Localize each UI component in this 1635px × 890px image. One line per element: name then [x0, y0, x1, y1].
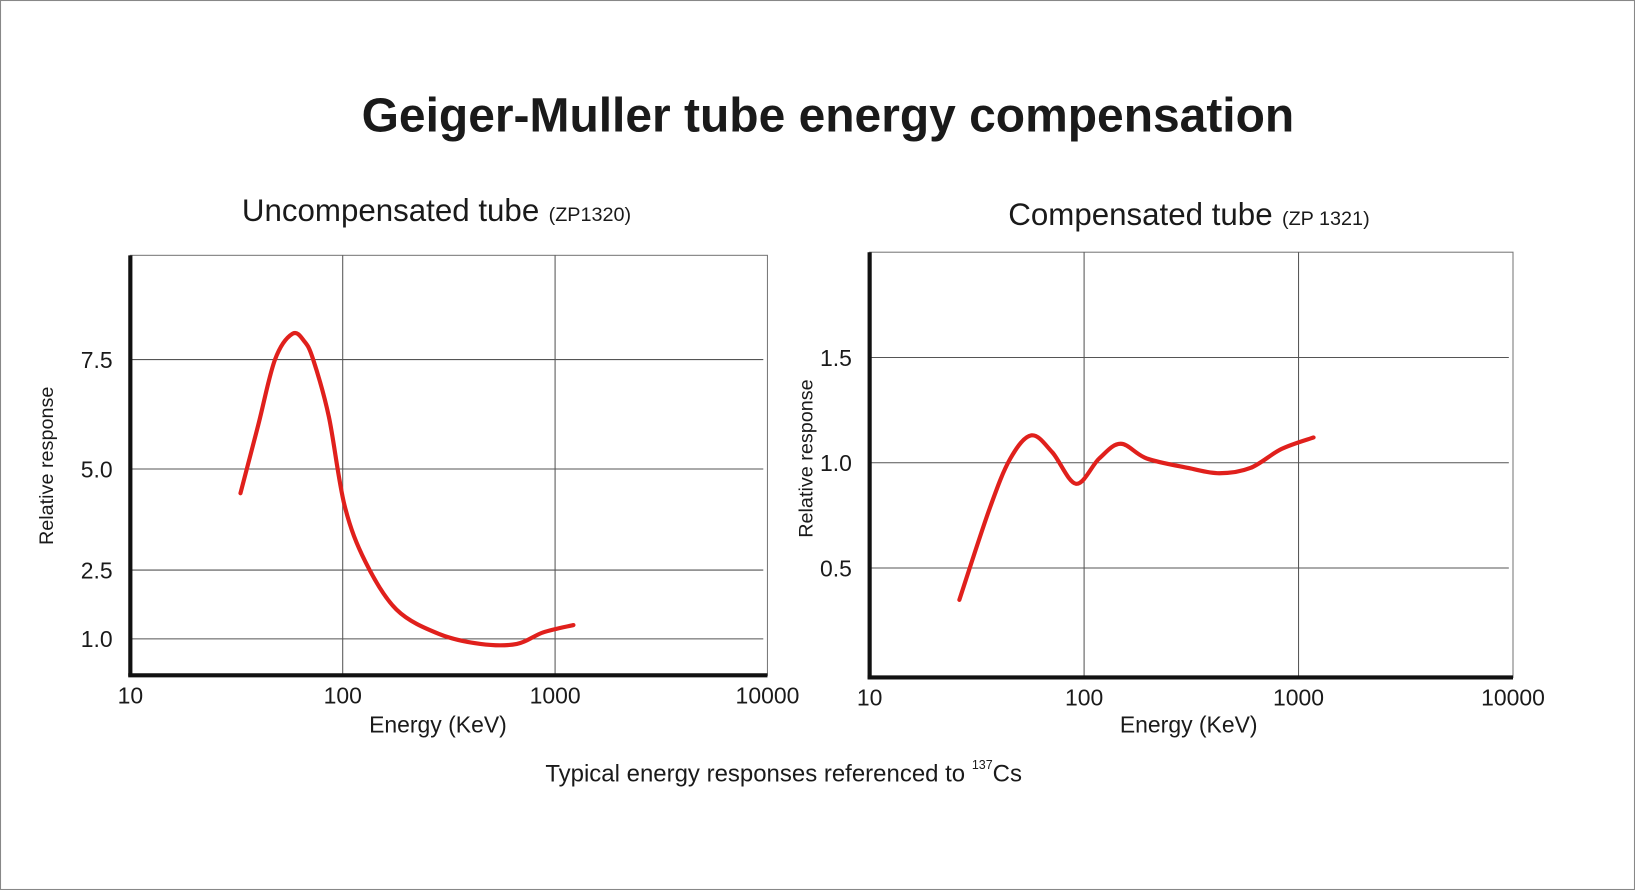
- response-curve: [957, 433, 1316, 602]
- chart-1-title-note: (ZP1320): [549, 204, 632, 226]
- chart-2-ylabel: Relative response: [795, 379, 817, 537]
- y-tick-label: 1.5: [820, 345, 852, 371]
- x-tick-label: 100: [1065, 685, 1103, 711]
- chart-2-title-main: Compensated tube: [1008, 197, 1272, 232]
- chart-2-xlabel: Energy (KeV): [1120, 712, 1258, 738]
- caption: Typical energy responses referenced to 1…: [545, 758, 1022, 788]
- x-tick-label: 10000: [736, 682, 800, 708]
- caption-isotope-mass: 137: [972, 758, 993, 772]
- y-tick-label: 7.5: [81, 347, 113, 373]
- y-tick-label: 1.0: [820, 450, 852, 476]
- y-tick-label: 0.5: [820, 555, 852, 581]
- y-tick-label: 1.0: [81, 626, 113, 652]
- chart-uncompensated: 10 100 1000 10000 1.0 2.5 5.0 7.5: [81, 254, 800, 708]
- y-tick-label: 5.0: [81, 456, 113, 482]
- plot-area: [129, 254, 768, 676]
- x-tick-label: 10000: [1481, 685, 1545, 711]
- chart-1-xlabel: Energy (KeV): [369, 712, 507, 738]
- chart-compensated: 10 100 1000 10000 0.5 1.0 1.5: [820, 251, 1545, 711]
- y-tick-label: 2.5: [81, 557, 113, 583]
- x-tick-label: 10: [118, 682, 144, 708]
- caption-text: Typical energy responses referenced to: [545, 761, 971, 788]
- x-tick-label: 10: [857, 685, 883, 711]
- caption-isotope: Cs: [993, 761, 1022, 788]
- x-tick-label: 1000: [1273, 685, 1324, 711]
- chart-2-title: Compensated tube (ZP 1321): [1008, 197, 1369, 232]
- x-tick-label: 1000: [530, 682, 581, 708]
- chart-2-title-note: (ZP 1321): [1282, 208, 1370, 230]
- response-curve: [238, 330, 576, 648]
- x-tick-label: 100: [324, 682, 362, 708]
- chart-1-title-main: Uncompensated tube: [242, 193, 539, 228]
- plot-area: [869, 251, 1514, 678]
- chart-1-title: Uncompensated tube (ZP1320): [242, 193, 631, 228]
- chart-1-ylabel: Relative response: [36, 387, 58, 545]
- main-title: Geiger-Muller tube energy compensation: [362, 89, 1295, 142]
